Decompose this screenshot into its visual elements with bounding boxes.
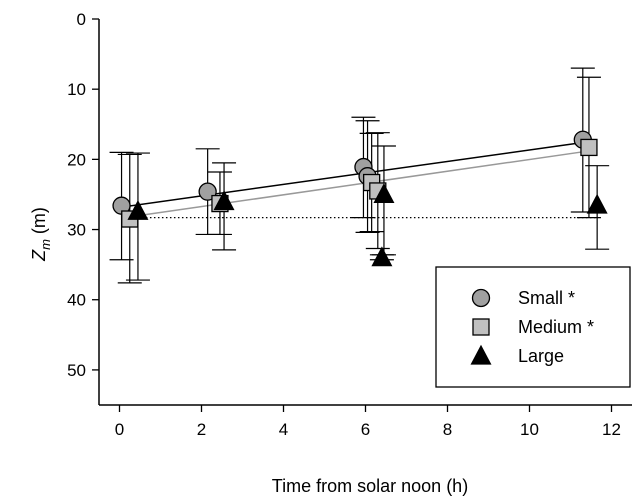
x-tick-label: 8 bbox=[443, 420, 452, 439]
y-axis-title: Zm (m) bbox=[29, 207, 53, 262]
y-tick-label: 40 bbox=[67, 291, 86, 310]
point-medium bbox=[580, 138, 598, 157]
legend-marker-medium bbox=[472, 318, 490, 336]
legend-box bbox=[435, 266, 631, 388]
fit-lines bbox=[121, 141, 598, 219]
y-axis-title-main: Z bbox=[29, 249, 49, 262]
fit-line-medium bbox=[129, 150, 590, 218]
y-tick-label: 20 bbox=[67, 150, 86, 169]
x-axis-title: Time from solar noon (h) bbox=[272, 476, 468, 496]
y-axis-title-sub: m bbox=[38, 239, 53, 250]
x-tick-label: 4 bbox=[279, 420, 288, 439]
legend-label-small: Small * bbox=[518, 288, 575, 308]
y-tick-label: 0 bbox=[77, 10, 86, 29]
point-large bbox=[586, 193, 608, 214]
point-large bbox=[213, 190, 235, 211]
y-axis-title-unit: (m) bbox=[29, 207, 49, 234]
legend-marker-large bbox=[470, 344, 492, 365]
x-tick-label: 12 bbox=[602, 420, 621, 439]
y-tick-label: 50 bbox=[67, 361, 86, 380]
x-tick-label: 10 bbox=[520, 420, 539, 439]
legend: Small * Medium * Large bbox=[435, 266, 631, 388]
fit-line-small bbox=[121, 141, 583, 208]
x-tick-label: 6 bbox=[361, 420, 370, 439]
point-large bbox=[127, 200, 149, 220]
legend-label-large: Large bbox=[518, 346, 564, 366]
x-tick-label: 2 bbox=[197, 420, 206, 439]
x-tick-label: 0 bbox=[115, 420, 124, 439]
point-large bbox=[371, 246, 393, 267]
ticks: 0 2 4 6 8 10 12 0 10 20 30 40 50 bbox=[67, 10, 621, 439]
y-tick-label: 10 bbox=[67, 80, 86, 99]
legend-marker-small bbox=[471, 288, 491, 308]
data-markers bbox=[112, 130, 608, 267]
legend-markers bbox=[470, 288, 492, 365]
legend-label-medium: Medium * bbox=[518, 317, 594, 337]
point-large bbox=[373, 183, 395, 204]
y-tick-label: 30 bbox=[67, 221, 86, 240]
